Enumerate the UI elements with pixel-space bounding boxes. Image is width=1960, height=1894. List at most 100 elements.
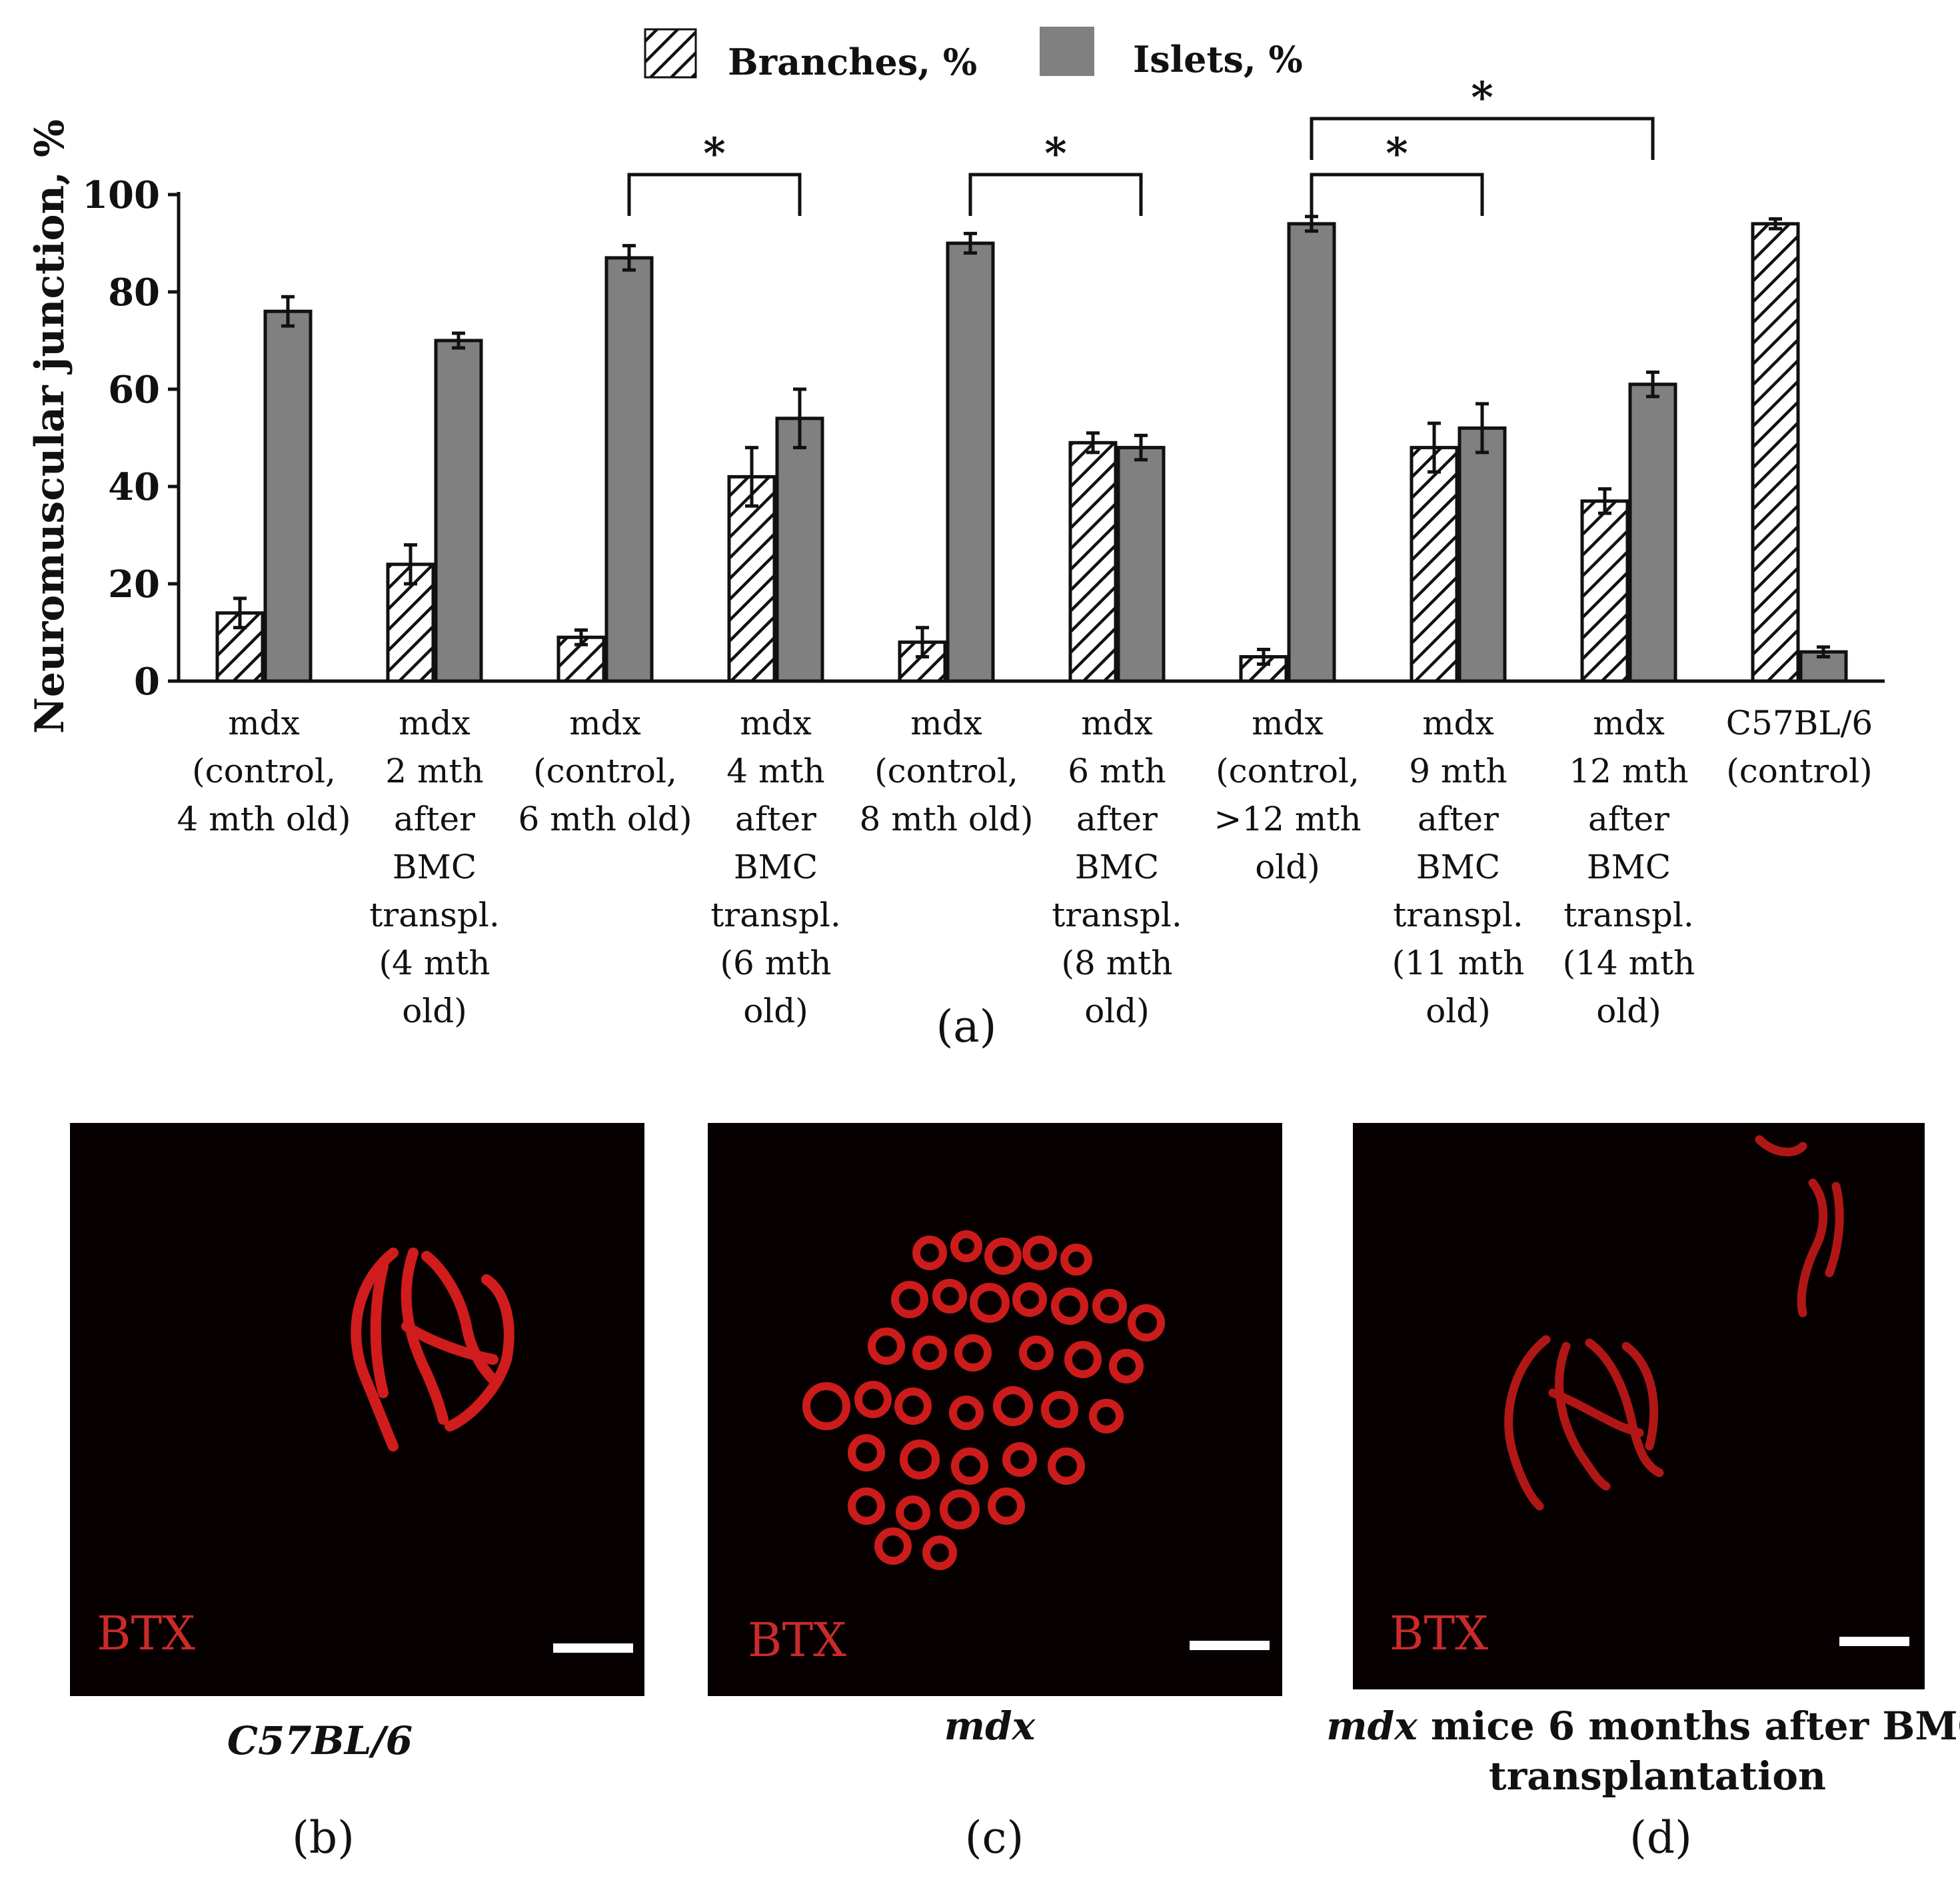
panel-label-c: (c) — [965, 1812, 1024, 1863]
category-label-line: transpl. — [710, 896, 841, 934]
category-label-line: mdx — [1593, 704, 1665, 742]
category-label-line: old) — [402, 992, 467, 1030]
category-label-line: mdx — [1252, 704, 1324, 742]
category-label-line: (4 mth — [379, 944, 490, 982]
legend-label-branches: Branches, % — [728, 41, 977, 83]
stain-label-b: BTX — [97, 1606, 195, 1661]
significance-bracket — [1310, 117, 1655, 160]
category-label-line: (control, — [533, 752, 677, 790]
category-label-line: mdx — [1081, 704, 1153, 742]
significance-star: * — [1044, 129, 1066, 179]
category-label-line: mdx — [228, 704, 300, 742]
stain-label-c: BTX — [748, 1613, 846, 1667]
category-label-line: BMC — [393, 848, 477, 886]
y-tick-label: 100 — [82, 173, 160, 217]
category-label-line: C57BL/6 — [1726, 704, 1873, 742]
scale-bar-c — [1190, 1641, 1270, 1650]
caption-d-italic: mdx — [1326, 1703, 1418, 1749]
y-axis-label: Neuromuscular junction, % — [27, 119, 73, 734]
significance-star: * — [1386, 129, 1408, 179]
category-label-line: 12 mth — [1569, 752, 1688, 790]
bar-branches — [727, 474, 776, 683]
bar-branches — [1068, 441, 1118, 683]
significance-star: * — [1471, 73, 1493, 123]
stain-label-d: BTX — [1390, 1606, 1488, 1661]
caption-d-line2: transplantation — [1489, 1753, 1826, 1799]
category-label-line: old) — [1596, 992, 1661, 1030]
category-label-line: old) — [743, 992, 808, 1030]
y-tick-label: 80 — [108, 271, 160, 315]
caption-b: C57BL/6 — [227, 1718, 413, 1763]
bar-islets — [1116, 446, 1166, 683]
category-label-line: mdx — [740, 704, 812, 742]
bar-islets — [775, 417, 824, 683]
legend: Branches, % Islets, % — [644, 27, 1303, 83]
caption-d-rest: mice 6 months after BMC — [1418, 1703, 1960, 1749]
category-label-line: old) — [1084, 992, 1150, 1030]
category-label-line: (control, — [874, 752, 1018, 790]
category-label-line: transpl. — [1052, 896, 1182, 934]
bar-branches — [1580, 499, 1629, 683]
category-label-line: after — [735, 800, 816, 838]
y-tick-label: 20 — [108, 562, 160, 606]
scale-bar-d — [1839, 1637, 1909, 1646]
category-label-line: BMC — [1587, 848, 1671, 886]
category-label-line: mdx — [910, 704, 982, 742]
category-label: mdx 12 mth after BMC transpl. (14 mth old) — [1563, 704, 1695, 1030]
category-label-line: (8 mth — [1062, 944, 1173, 982]
significance-star: * — [703, 129, 725, 179]
nmj-branches-image — [351, 1248, 514, 1451]
category-label-line: 2 mth — [385, 752, 483, 790]
significance-bracket — [968, 173, 1143, 216]
category-label-line: BMC — [734, 848, 818, 886]
category-label: mdx 2 mth after BMC transpl. (4 mth old) — [369, 704, 500, 1030]
legend-label-islets: Islets, % — [1133, 38, 1303, 81]
nmj-islets-image — [802, 1230, 1165, 1570]
panel-label-b: (b) — [292, 1812, 355, 1863]
category-label-line: (control) — [1726, 752, 1872, 790]
y-tick-label: 60 — [108, 368, 160, 412]
significance-bracket — [627, 173, 802, 216]
category-label-line: (control, — [1216, 752, 1360, 790]
category-label: mdx 6 mth after BMC transpl. (8 mth old) — [1052, 704, 1182, 1030]
y-tick-label: 40 — [108, 465, 160, 509]
panel-label-d: (d) — [1629, 1812, 1692, 1863]
category-label: mdx (control, >12 mth old) — [1214, 704, 1361, 886]
bar-islets — [1628, 383, 1677, 683]
category-label-line: old) — [1255, 848, 1320, 886]
category-label-line: 6 mth — [1068, 752, 1166, 790]
category-label: mdx (control, 6 mth old) — [518, 704, 692, 838]
significance-bracket — [1310, 173, 1484, 216]
micrograph-b: BTX — [70, 1123, 644, 1696]
category-label-line: BMC — [1075, 848, 1159, 886]
nmj-transplant-image — [1504, 1135, 1844, 1511]
category-label: mdx 9 mth after BMC transpl. (11 mth old) — [1392, 704, 1525, 1030]
category-label-line: after — [1076, 800, 1158, 838]
category-label-line: after — [394, 800, 475, 838]
bar-islets — [1287, 222, 1336, 683]
category-label-line: 4 mth — [726, 752, 824, 790]
category-label-line: BMC — [1416, 848, 1500, 886]
category-label-line: (control, — [192, 752, 336, 790]
category-label: C57BL/6 (control) — [1726, 704, 1873, 790]
bar-chart: 0 20 40 60 80 100 mdx (control, 4 mth old) mdx 2 m… — [82, 73, 1885, 1030]
bar-islets — [263, 309, 313, 683]
category-label-line: (14 mth — [1563, 944, 1695, 982]
bar-islets — [434, 339, 483, 683]
legend-swatch-islets — [1040, 27, 1094, 76]
category-label-line: (6 mth — [720, 944, 832, 982]
scale-bar-b — [553, 1643, 633, 1653]
category-label: mdx (control, 8 mth old) — [860, 704, 1034, 838]
category-label-line: mdx — [569, 704, 641, 742]
caption-c: mdx — [944, 1703, 1036, 1749]
category-label-line: after — [1588, 800, 1669, 838]
category-label-line: after — [1418, 800, 1499, 838]
category-label-line: >12 mth — [1214, 800, 1361, 838]
legend-swatch-branches — [644, 28, 697, 79]
y-tick-label: 0 — [134, 660, 160, 704]
category-label-line: mdx — [399, 704, 471, 742]
bar-islets — [946, 241, 995, 683]
category-label: mdx 4 mth after BMC transpl. (6 mth old) — [710, 704, 841, 1030]
category-label: mdx (control, 4 mth old) — [177, 704, 351, 838]
